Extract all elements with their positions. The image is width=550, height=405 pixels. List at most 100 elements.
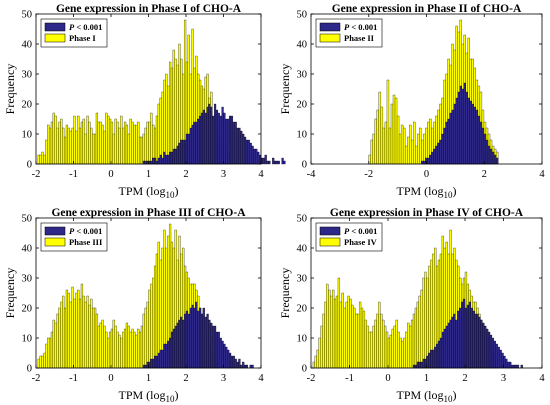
bar [384, 121, 388, 165]
bar [418, 295, 421, 369]
bar [144, 364, 147, 369]
bar [142, 313, 145, 369]
bar [453, 103, 456, 165]
series-2 [412, 298, 523, 369]
x-tick-label: -1 [345, 373, 354, 384]
bar [125, 322, 129, 369]
bar [93, 133, 97, 165]
bar [99, 121, 102, 165]
bar [437, 340, 441, 369]
bar [153, 355, 157, 369]
bar [357, 313, 360, 369]
bar [215, 109, 219, 165]
bar [73, 115, 76, 165]
y-axis-label: Frequency [3, 268, 17, 319]
bar [461, 88, 464, 165]
bar [103, 130, 106, 165]
bar [137, 328, 140, 369]
bar [402, 127, 406, 165]
bar [457, 91, 460, 165]
legend-swatch [319, 226, 341, 236]
bar [62, 295, 65, 369]
x-axis-label-subscript: 10 [166, 394, 176, 404]
bar [251, 364, 254, 369]
x-tick-label: 2 [183, 373, 188, 384]
bar [161, 349, 164, 369]
bar [180, 316, 183, 369]
x-tick-label: 1 [424, 373, 429, 384]
bar [355, 313, 358, 369]
bar [210, 106, 213, 165]
bar [129, 118, 132, 165]
bar [416, 301, 419, 369]
bar [347, 295, 350, 369]
bar [187, 313, 190, 369]
bar [227, 118, 230, 165]
bar [223, 112, 226, 165]
x-tick-label: 3 [221, 373, 226, 384]
bar [358, 301, 362, 369]
y-tick-label: 20 [297, 100, 308, 111]
bar [138, 331, 142, 369]
bar [374, 118, 377, 165]
x-tick-label: -2 [364, 169, 373, 180]
bar [484, 325, 487, 369]
y-tick-label: 40 [297, 40, 308, 51]
bar [163, 343, 166, 369]
bar [206, 106, 209, 165]
bar [215, 331, 219, 369]
legend-swatch [44, 33, 66, 43]
bar [471, 103, 474, 165]
x-tick-label: 2 [462, 373, 467, 384]
bar [473, 106, 477, 165]
bar [451, 316, 454, 369]
bar [144, 160, 147, 165]
x-axis-label-subscript: 10 [444, 394, 454, 404]
bar [108, 331, 112, 369]
bar [428, 352, 431, 369]
bar [142, 364, 145, 369]
bar [56, 313, 59, 369]
bar [77, 115, 80, 165]
legend-swatch [44, 237, 66, 247]
bar [420, 289, 423, 369]
bar [273, 160, 277, 165]
bar [178, 142, 181, 165]
bar [105, 112, 108, 165]
bar [412, 364, 416, 369]
bar [86, 295, 89, 369]
x-tick-label: 3 [221, 169, 226, 180]
bar [322, 313, 325, 369]
bar [441, 331, 444, 369]
bar [474, 313, 477, 369]
bar [140, 136, 144, 165]
bar [228, 115, 232, 165]
x-axis-label-subscript: 10 [444, 190, 454, 200]
bar [435, 343, 439, 369]
y-tick-label: 40 [22, 244, 33, 255]
bar [80, 121, 84, 165]
bar [451, 109, 454, 165]
bar [146, 121, 149, 165]
bar [376, 313, 379, 369]
bar [497, 346, 500, 369]
bar [47, 337, 50, 369]
legend-label-italic: P [344, 226, 350, 236]
bar [189, 307, 192, 369]
bar [491, 151, 495, 165]
bar [75, 292, 78, 369]
bar [159, 97, 162, 165]
bar [187, 133, 190, 165]
x-axis-label: TPM (log10) [396, 184, 456, 200]
bar [487, 331, 491, 369]
bar [509, 361, 512, 369]
bar [479, 121, 483, 165]
legend-label-text: < 0.001 [349, 226, 377, 236]
bar [217, 331, 220, 369]
bar [118, 127, 121, 165]
bar [393, 325, 396, 369]
bar [435, 145, 438, 165]
x-tick-label: -2 [32, 373, 41, 384]
bar [39, 355, 42, 369]
bar [441, 133, 444, 165]
